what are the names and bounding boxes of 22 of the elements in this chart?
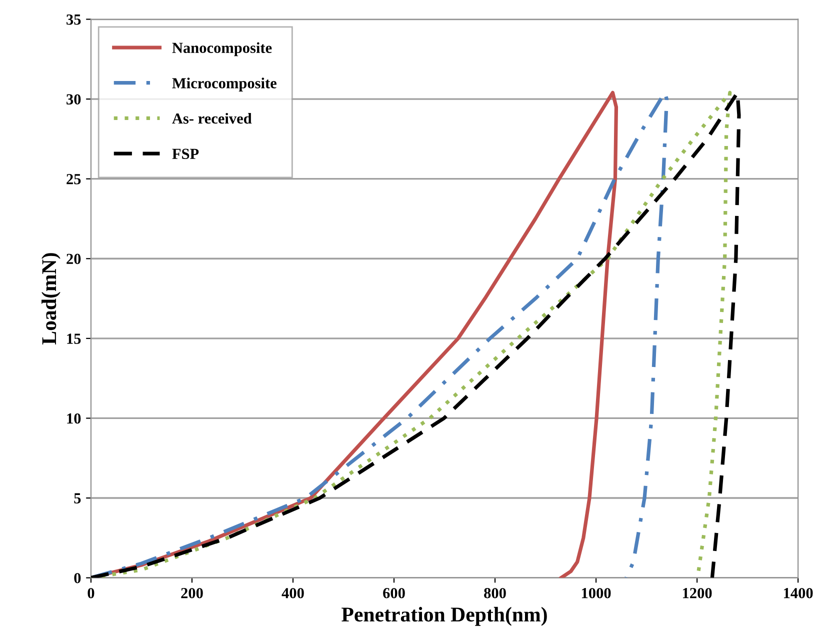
x-tick-label: 600 bbox=[383, 588, 405, 598]
y-tick-label: 25 bbox=[66, 174, 81, 184]
y-tick-label: 35 bbox=[66, 14, 81, 25]
legend-label: Microcomposite bbox=[172, 78, 276, 92]
y-tick-label: 20 bbox=[66, 254, 81, 264]
x-tick-label: 400 bbox=[282, 588, 304, 598]
legend-label: Nanocomposite bbox=[172, 42, 272, 56]
legend-label: As- received bbox=[172, 112, 252, 124]
y-axis-title: Load(mN) bbox=[42, 253, 60, 344]
y-tick-label: 30 bbox=[66, 94, 81, 105]
y-tick-label: 15 bbox=[67, 334, 81, 344]
x-tick-label: 0 bbox=[88, 588, 94, 598]
y-tick-label: 0 bbox=[74, 572, 81, 584]
x-tick-label: 200 bbox=[181, 588, 203, 598]
x-tick-label: 1000 bbox=[582, 588, 611, 598]
x-tick-label: 1200 bbox=[682, 588, 712, 598]
y-tick-label: 5 bbox=[74, 493, 81, 504]
x-axis-title: Penetration Depth(nm) bbox=[342, 606, 547, 626]
legend-label: FSP bbox=[172, 148, 199, 160]
y-tick-label: 10 bbox=[67, 413, 81, 424]
x-tick-label: 1400 bbox=[784, 588, 813, 598]
x-tick-label: 800 bbox=[484, 588, 506, 598]
